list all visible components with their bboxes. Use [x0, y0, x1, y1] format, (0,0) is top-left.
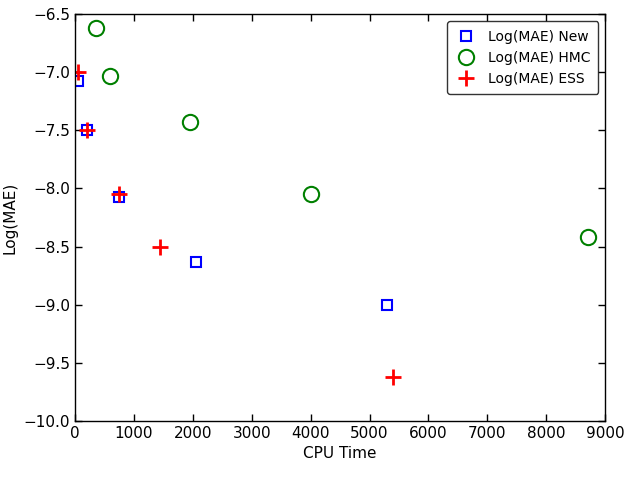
Line: Log(MAE) New: Log(MAE) New	[73, 76, 392, 309]
Line: Log(MAE) HMC: Log(MAE) HMC	[88, 21, 595, 245]
Log(MAE) ESS	[157, 244, 164, 250]
Log(MAE) ESS	[115, 191, 123, 197]
Log(MAE) New	[192, 259, 200, 264]
Log(MAE) HMC	[307, 191, 314, 197]
Log(MAE) ESS	[389, 374, 397, 380]
Legend: Log(MAE) New, Log(MAE) HMC, Log(MAE) ESS: Log(MAE) New, Log(MAE) HMC, Log(MAE) ESS	[447, 22, 598, 94]
X-axis label: CPU Time: CPU Time	[303, 446, 377, 461]
Log(MAE) New	[115, 194, 123, 199]
Log(MAE) New	[83, 128, 90, 133]
Log(MAE) HMC	[186, 120, 193, 125]
Log(MAE) New	[74, 77, 82, 83]
Log(MAE) ESS	[74, 69, 82, 75]
Line: Log(MAE) ESS: Log(MAE) ESS	[70, 65, 401, 384]
Log(MAE) ESS	[83, 128, 90, 133]
Log(MAE) New	[384, 302, 391, 307]
Y-axis label: Log(MAE): Log(MAE)	[3, 181, 18, 254]
Log(MAE) HMC	[92, 25, 99, 31]
Log(MAE) HMC	[584, 234, 592, 240]
Log(MAE) HMC	[107, 73, 114, 79]
